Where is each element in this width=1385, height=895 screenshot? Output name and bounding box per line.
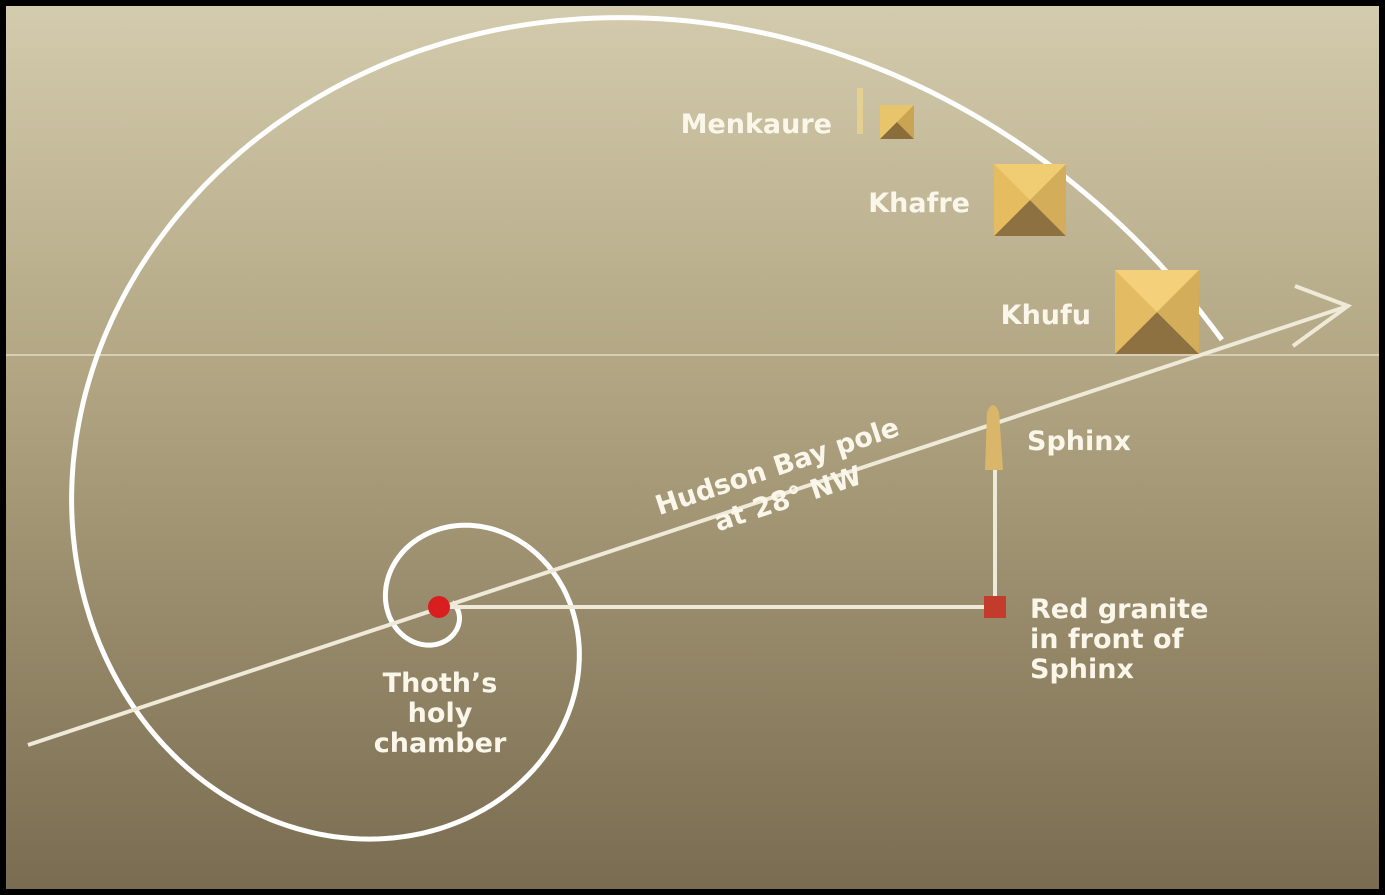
label: Menkaure [681,109,832,140]
pyramid-khafre [994,164,1066,236]
label: chamber [374,728,507,759]
label: Sphinx [1027,426,1131,457]
label: Khafre [868,188,970,219]
label: Sphinx [1030,654,1134,685]
chamber-dot [428,596,450,618]
label: in front of [1030,624,1184,655]
diagram: Menkaure Khafre Khufu Sphinx Hudson Bay … [0,0,1385,895]
pyramid-khufu [1115,270,1199,354]
granite-marker [984,596,1006,618]
label: Thoth’s [383,668,498,699]
label: Red granite [1030,594,1208,625]
label: Khufu [1001,300,1091,331]
label: holy [408,698,473,729]
marker [857,88,863,134]
pyramid-menkaure [880,105,914,139]
